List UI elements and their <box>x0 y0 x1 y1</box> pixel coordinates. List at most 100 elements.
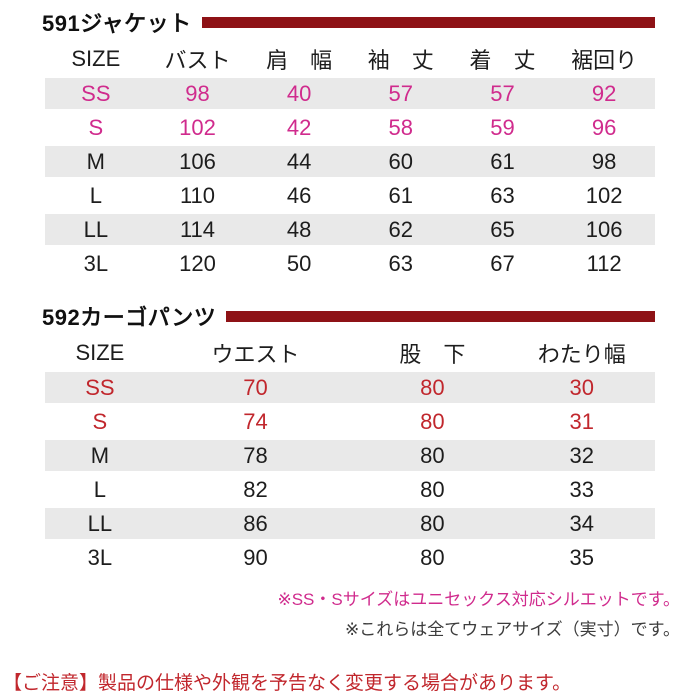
measurement-cell: 63 <box>388 250 414 276</box>
measurement-cell: 90 <box>243 544 268 570</box>
measurement-cell: 35 <box>569 544 595 570</box>
measurement-cell: 106 <box>179 148 216 174</box>
measurement-cell: 80 <box>420 442 445 468</box>
measurement-cell: 96 <box>591 114 617 140</box>
measurement-cell: 40 <box>286 80 312 106</box>
size-row-M: M 106 44 60 61 98 <box>45 146 655 177</box>
size-row-SS: SS 98 40 57 57 92 <box>45 78 655 109</box>
caution-label: 【ご注意】 <box>3 673 99 694</box>
pants-size-table: SIZE ウエスト 股 下 わたり幅 SS 70 80 30 S 74 80 31 M 78 80 32 L 82… <box>45 334 655 576</box>
column-header: 肩 幅 <box>266 48 333 73</box>
column-header: 袖 丈 <box>367 48 434 73</box>
measurement-cell: 102 <box>585 182 623 208</box>
measurement-cell: 80 <box>420 374 445 400</box>
jacket-title-bar <box>201 16 655 28</box>
measurement-cell: 80 <box>420 476 445 502</box>
measurement-cell: 34 <box>569 510 595 536</box>
caution-note: 【ご注意】製品の仕様や外観を予告なく変更する場合があります。 <box>3 668 571 695</box>
measurement-cell: 32 <box>569 442 595 468</box>
size-row-S: S 102 42 58 59 96 <box>45 112 655 143</box>
measurement-cell: 48 <box>286 216 312 242</box>
measurement-cell: 110 <box>179 182 216 208</box>
size-row-L: L 110 46 61 63 102 <box>45 180 655 211</box>
measurement-cell: 31 <box>569 408 595 434</box>
measurement-cell: 98 <box>185 80 210 106</box>
size-row-L: L 82 80 33 <box>45 474 655 505</box>
pants-title-row: 592カーゴパンツ <box>42 304 655 330</box>
measurement-cell: 33 <box>569 476 595 502</box>
column-header: SIZE <box>75 340 125 365</box>
measurement-cell: 60 <box>388 148 414 174</box>
measurement-cell: 78 <box>243 442 268 468</box>
measurement-cell: 67 <box>490 250 515 276</box>
measurement-cell: 57 <box>490 80 515 106</box>
measurement-cell: 58 <box>388 114 414 140</box>
size-row-M: M 78 80 32 <box>45 440 655 471</box>
size-cell: LL <box>83 216 109 242</box>
measurement-cell: 114 <box>179 216 216 242</box>
size-row-LL: LL 86 80 34 <box>45 508 655 539</box>
jacket-size-table: SIZE バスト 肩 幅 袖 丈 着 丈 裾回り SS 98 40 57 57 92 S 102 42 58 5… <box>45 40 655 282</box>
measurement-cell: 70 <box>243 374 268 400</box>
column-header: 裾回り <box>571 48 638 73</box>
measurement-cell: 102 <box>179 114 216 140</box>
measurement-cell: 62 <box>388 216 414 242</box>
size-row-3L: 3L 90 80 35 <box>45 542 655 573</box>
size-cell: M <box>90 442 110 468</box>
header-row: SIZE ウエスト 股 下 わたり幅 <box>45 337 655 369</box>
measurement-cell: 86 <box>243 510 268 536</box>
size-cell: LL <box>87 510 113 536</box>
measurement-cell: 44 <box>286 148 312 174</box>
jacket-section: 591ジャケット SIZE バスト 肩 幅 袖 丈 着 丈 裾回り SS 98 40 57 57 92… <box>42 10 655 282</box>
size-cell: SS <box>85 374 115 400</box>
measurement-cell: 50 <box>286 250 312 276</box>
size-cell: S <box>92 408 108 434</box>
measurement-cell: 80 <box>420 544 445 570</box>
measurement-cell: 42 <box>286 114 312 140</box>
size-cell: M <box>86 148 105 174</box>
pants-title-bar <box>226 310 655 322</box>
size-row-S: S 74 80 31 <box>45 406 655 437</box>
size-cell: SS <box>81 80 111 106</box>
pants-section: 592カーゴパンツ SIZE ウエスト 股 下 わたり幅 SS 70 80 30 S 74 80 31… <box>42 304 655 576</box>
column-header: ウエスト <box>211 342 300 367</box>
measurement-cell: 92 <box>591 80 617 106</box>
jacket-title-row: 591ジャケット <box>42 10 655 36</box>
size-cell: L <box>93 476 107 502</box>
column-header: わたり幅 <box>537 342 626 367</box>
header-row: SIZE バスト 肩 幅 袖 丈 着 丈 裾回り <box>45 43 655 75</box>
measurement-cell: 112 <box>586 250 622 276</box>
measurement-cell: 120 <box>179 250 216 276</box>
measurement-cell: 74 <box>243 408 268 434</box>
size-row-3L: 3L 120 50 63 67 112 <box>45 248 655 279</box>
measurement-cell: 46 <box>286 182 312 208</box>
size-row-LL: LL 114 48 62 65 106 <box>45 214 655 245</box>
measurement-cell: 65 <box>490 216 515 242</box>
measurement-cell: 61 <box>490 148 515 174</box>
measurement-cell: 80 <box>420 510 445 536</box>
measurement-cell: 63 <box>490 182 515 208</box>
pants-title: 592カーゴパンツ <box>42 305 217 330</box>
size-cell: S <box>88 114 104 140</box>
caution-text: 製品の仕様や外観を予告なく変更する場合があります。 <box>98 673 572 694</box>
measurement-cell: 80 <box>420 408 445 434</box>
column-header: バスト <box>164 48 231 73</box>
notes-block: ※SS・Sサイズはユニセックス対応シルエットです。 ※これらは全てウェアサイズ（… <box>0 588 700 642</box>
column-header: SIZE <box>71 46 121 71</box>
measurement-cell: 59 <box>490 114 515 140</box>
size-cell: 3L <box>87 544 113 570</box>
measurement-cell: 82 <box>243 476 268 502</box>
measurement-cell: 61 <box>388 182 414 208</box>
size-cell: 3L <box>83 250 109 276</box>
measurement-cell: 30 <box>569 374 595 400</box>
measurement-cell: 106 <box>585 216 623 242</box>
measurement-cell: 57 <box>388 80 414 106</box>
column-header: 着 丈 <box>469 48 536 73</box>
measurement-cell: 98 <box>591 148 617 174</box>
unisex-note: ※SS・Sサイズはユニセックス対応シルエットです。 <box>277 590 680 609</box>
size-row-SS: SS 70 80 30 <box>45 372 655 403</box>
column-header: 股 下 <box>399 342 466 367</box>
wear-size-note: ※これらは全てウェアサイズ（実寸）です。 <box>344 619 680 639</box>
